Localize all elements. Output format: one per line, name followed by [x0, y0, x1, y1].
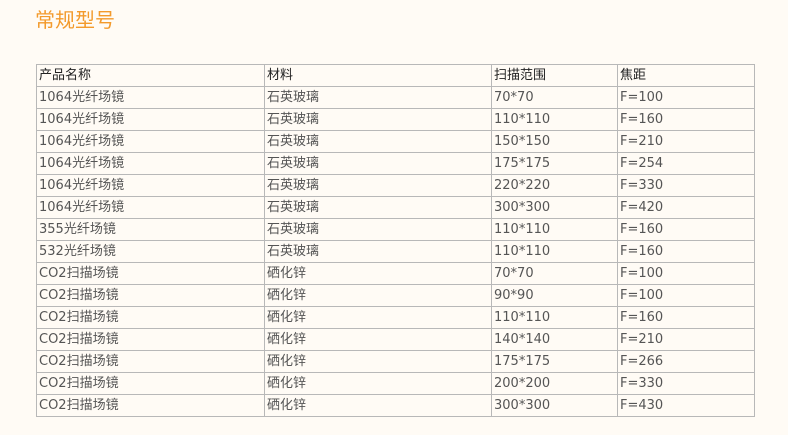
- table-cell: F=210: [617, 328, 755, 351]
- column-header: 材料: [264, 64, 492, 87]
- table-cell: 1064光纤场镜: [36, 152, 265, 175]
- table-cell: 200*200: [491, 372, 618, 395]
- table-cell: CO2扫描场镜: [36, 284, 265, 307]
- table-cell: F=100: [617, 86, 755, 109]
- table-cell: 532光纤场镜: [36, 240, 265, 263]
- table-cell: 1064光纤场镜: [36, 108, 265, 131]
- table-cell: 硒化锌: [264, 262, 492, 285]
- table-row: CO2扫描场镜 硒化锌 300*300 F=430: [36, 394, 755, 417]
- table-row: 1064光纤场镜 石英玻璃 300*300 F=420: [36, 196, 755, 219]
- table-row: CO2扫描场镜 硒化锌 70*70 F=100: [36, 262, 755, 285]
- table-cell: CO2扫描场镜: [36, 372, 265, 395]
- table-cell: F=420: [617, 196, 755, 219]
- column-header: 扫描范围: [491, 64, 618, 87]
- table-row: CO2扫描场镜 硒化锌 140*140 F=210: [36, 328, 755, 351]
- column-header: 产品名称: [36, 64, 265, 87]
- table-row: 1064光纤场镜 石英玻璃 70*70 F=100: [36, 86, 755, 109]
- table-cell: 175*175: [491, 350, 618, 373]
- table-row: 1064光纤场镜 石英玻璃 150*150 F=210: [36, 130, 755, 153]
- table-cell: 300*300: [491, 196, 618, 219]
- table-cell: 70*70: [491, 86, 618, 109]
- table-row: 1064光纤场镜 石英玻璃 175*175 F=254: [36, 152, 755, 175]
- table-cell: CO2扫描场镜: [36, 394, 265, 417]
- table-cell: 1064光纤场镜: [36, 174, 265, 197]
- table-cell: CO2扫描场镜: [36, 306, 265, 329]
- table-cell: F=160: [617, 240, 755, 263]
- column-header: 焦距: [617, 64, 755, 87]
- table-cell: 硒化锌: [264, 394, 492, 417]
- table-cell: 硒化锌: [264, 350, 492, 373]
- table-row: 1064光纤场镜 石英玻璃 220*220 F=330: [36, 174, 755, 197]
- table-cell: 石英玻璃: [264, 130, 492, 153]
- table-row: 532光纤场镜 石英玻璃 110*110 F=160: [36, 240, 755, 263]
- table-cell: 石英玻璃: [264, 218, 492, 241]
- table-cell: 150*150: [491, 130, 618, 153]
- table-row: CO2扫描场镜 硒化锌 200*200 F=330: [36, 372, 755, 395]
- table-cell: 110*110: [491, 306, 618, 329]
- table-cell: 1064光纤场镜: [36, 86, 265, 109]
- table-cell: F=210: [617, 130, 755, 153]
- specs-table: 产品名称 材料 扫描范围 焦距 1064光纤场镜 石英玻璃 70*70 F=100 1064光…: [36, 64, 755, 417]
- table-header-row: 产品名称 材料 扫描范围 焦距: [36, 64, 755, 87]
- table-cell: 硒化锌: [264, 306, 492, 329]
- table-cell: 140*140: [491, 328, 618, 351]
- table-cell: 硒化锌: [264, 328, 492, 351]
- table-cell: 110*110: [491, 108, 618, 131]
- table-cell: 石英玻璃: [264, 108, 492, 131]
- table-cell: 石英玻璃: [264, 174, 492, 197]
- table-cell: 硒化锌: [264, 284, 492, 307]
- table-cell: 110*110: [491, 218, 618, 241]
- table-row: 355光纤场镜 石英玻璃 110*110 F=160: [36, 218, 755, 241]
- table-cell: F=330: [617, 174, 755, 197]
- table-cell: 355光纤场镜: [36, 218, 265, 241]
- table-cell: CO2扫描场镜: [36, 350, 265, 373]
- table-cell: F=330: [617, 372, 755, 395]
- table-cell: F=100: [617, 262, 755, 285]
- table-cell: 石英玻璃: [264, 240, 492, 263]
- page-title: 常规型号: [35, 8, 115, 32]
- table-cell: 硒化锌: [264, 372, 492, 395]
- table-cell: 石英玻璃: [264, 196, 492, 219]
- table-cell: 175*175: [491, 152, 618, 175]
- table-cell: 220*220: [491, 174, 618, 197]
- table-cell: 110*110: [491, 240, 618, 263]
- table-cell: 石英玻璃: [264, 86, 492, 109]
- table-cell: 300*300: [491, 394, 618, 417]
- table-row: CO2扫描场镜 硒化锌 110*110 F=160: [36, 306, 755, 329]
- table-cell: F=100: [617, 284, 755, 307]
- table-cell: 90*90: [491, 284, 618, 307]
- table-cell: F=266: [617, 350, 755, 373]
- table-cell: 1064光纤场镜: [36, 130, 265, 153]
- table-row: CO2扫描场镜 硒化锌 175*175 F=266: [36, 350, 755, 373]
- table-cell: F=160: [617, 306, 755, 329]
- table-row: 1064光纤场镜 石英玻璃 110*110 F=160: [36, 108, 755, 131]
- table-cell: 1064光纤场镜: [36, 196, 265, 219]
- table-cell: CO2扫描场镜: [36, 328, 265, 351]
- table-cell: F=160: [617, 218, 755, 241]
- table-cell: F=160: [617, 108, 755, 131]
- table-cell: F=254: [617, 152, 755, 175]
- table-cell: 70*70: [491, 262, 618, 285]
- table-cell: CO2扫描场镜: [36, 262, 265, 285]
- table-cell: F=430: [617, 394, 755, 417]
- table-row: CO2扫描场镜 硒化锌 90*90 F=100: [36, 284, 755, 307]
- table-cell: 石英玻璃: [264, 152, 492, 175]
